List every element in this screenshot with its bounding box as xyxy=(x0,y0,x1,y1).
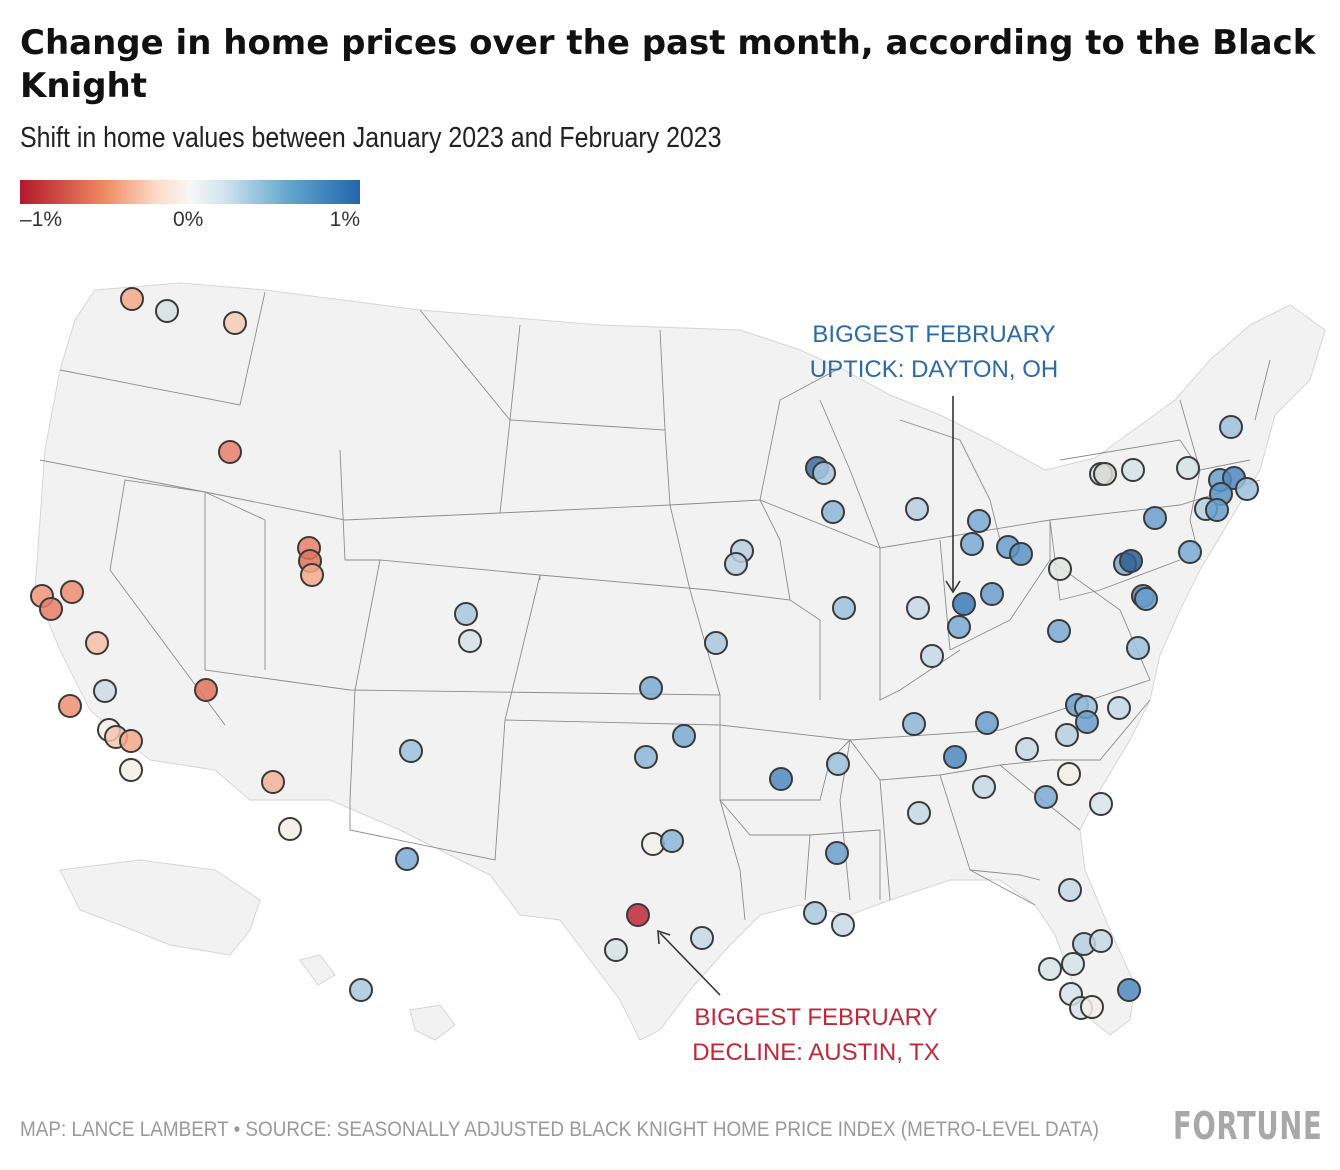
us-landmass xyxy=(34,282,1326,1041)
metro-marker xyxy=(1119,549,1143,573)
metro-marker xyxy=(1178,540,1202,564)
metro-marker xyxy=(769,767,793,791)
metro-marker xyxy=(278,817,302,841)
metro-marker xyxy=(1219,415,1243,439)
metro-marker xyxy=(1134,587,1158,611)
color-legend: –1% 0% 1% xyxy=(20,180,360,240)
map-subtitle: Shift in home values between January 202… xyxy=(20,122,722,154)
metro-marker xyxy=(454,602,478,626)
metro-marker xyxy=(1235,477,1259,501)
legend-min-label: –1% xyxy=(20,208,63,231)
metro-marker xyxy=(1058,878,1082,902)
metro-marker xyxy=(1015,737,1039,761)
metro-marker xyxy=(39,597,63,621)
metro-marker xyxy=(980,582,1004,606)
metro-marker xyxy=(1038,957,1062,981)
metro-marker xyxy=(119,758,143,782)
metro-marker xyxy=(975,711,999,735)
metro-marker xyxy=(1089,792,1113,816)
metro-marker xyxy=(626,903,650,927)
metro-marker xyxy=(1009,542,1033,566)
metro-marker xyxy=(803,901,827,925)
metro-marker xyxy=(1075,710,1099,734)
uptick-annotation-line2: UPTICK: DAYTON, OH xyxy=(810,356,1058,383)
metro-marker xyxy=(905,497,929,521)
metro-marker xyxy=(821,500,845,524)
metro-marker xyxy=(60,580,84,604)
metro-marker xyxy=(1080,995,1104,1019)
metro-marker xyxy=(660,829,684,853)
source-credit: MAP: LANCE LAMBERT • SOURCE: SEASONALLY … xyxy=(20,1118,1099,1141)
metro-marker xyxy=(972,775,996,799)
metro-marker xyxy=(1034,785,1058,809)
legend-gradient-bar xyxy=(20,180,360,204)
metro-marker xyxy=(194,678,218,702)
metro-marker xyxy=(690,926,714,950)
metro-marker xyxy=(825,841,849,865)
metro-marker xyxy=(1143,506,1167,530)
metro-marker xyxy=(119,729,143,753)
metro-marker xyxy=(639,676,663,700)
metro-marker xyxy=(634,745,658,769)
uptick-annotation-line1: BIGGEST FEBRUARY xyxy=(812,321,1055,348)
state-borders xyxy=(39,291,1271,921)
metro-marker xyxy=(1176,456,1200,480)
metro-marker xyxy=(724,552,748,576)
uptick-annotation: BIGGEST FEBRUARY UPTICK: DAYTON, OH xyxy=(810,321,1058,383)
fortune-logo: FORTUNE xyxy=(1172,1104,1322,1148)
metro-marker xyxy=(831,913,855,937)
metro-marker xyxy=(812,461,836,485)
metro-marker xyxy=(907,801,931,825)
metro-marker xyxy=(952,592,976,616)
decline-annotation: BIGGEST FEBRUARY DECLINE: AUSTIN, TX xyxy=(692,1004,940,1066)
metro-marker xyxy=(458,629,482,653)
metro-marker xyxy=(672,724,696,748)
metro-marker xyxy=(155,299,179,323)
map-title: Change in home prices over the past mont… xyxy=(20,23,1316,106)
metro-marker xyxy=(223,311,247,335)
metro-marker xyxy=(1061,952,1085,976)
metro-marker xyxy=(1048,557,1072,581)
metro-marker xyxy=(1121,458,1145,482)
metro-marker xyxy=(300,563,324,587)
metro-marker xyxy=(960,532,984,556)
metro-marker xyxy=(93,679,117,703)
metro-marker xyxy=(1117,978,1141,1002)
metro-marker xyxy=(395,847,419,871)
metro-markers xyxy=(30,287,1259,1020)
us-map: BIGGEST FEBRUARY UPTICK: DAYTON, OH BIGG… xyxy=(30,282,1326,1066)
metro-marker xyxy=(967,509,991,533)
metro-marker xyxy=(947,615,971,639)
metro-marker xyxy=(58,694,82,718)
legend-max-label: 1% xyxy=(329,208,360,231)
decline-annotation-line2: DECLINE: AUSTIN, TX xyxy=(692,1039,940,1066)
metro-marker xyxy=(85,631,109,655)
decline-annotation-line1: BIGGEST FEBRUARY xyxy=(694,1004,937,1031)
metro-marker xyxy=(1126,636,1150,660)
metro-marker xyxy=(1205,498,1229,522)
metro-marker xyxy=(1057,762,1081,786)
metro-marker xyxy=(943,745,967,769)
metro-marker xyxy=(902,712,926,736)
metro-marker xyxy=(832,596,856,620)
metro-marker xyxy=(704,631,728,655)
metro-marker xyxy=(218,440,242,464)
metro-marker xyxy=(1107,696,1131,720)
metro-marker xyxy=(604,938,628,962)
metro-marker xyxy=(261,770,285,794)
metro-marker xyxy=(399,739,423,763)
metro-marker xyxy=(1047,619,1071,643)
metro-marker xyxy=(349,978,373,1002)
metro-marker xyxy=(920,644,944,668)
metro-marker xyxy=(1089,929,1113,953)
metro-marker xyxy=(906,596,930,620)
metro-marker xyxy=(120,287,144,311)
metro-marker xyxy=(1093,462,1117,486)
annotation-arrows xyxy=(657,396,961,996)
metro-marker xyxy=(1055,723,1079,747)
legend-mid-label: 0% xyxy=(173,208,204,231)
metro-marker xyxy=(826,752,850,776)
